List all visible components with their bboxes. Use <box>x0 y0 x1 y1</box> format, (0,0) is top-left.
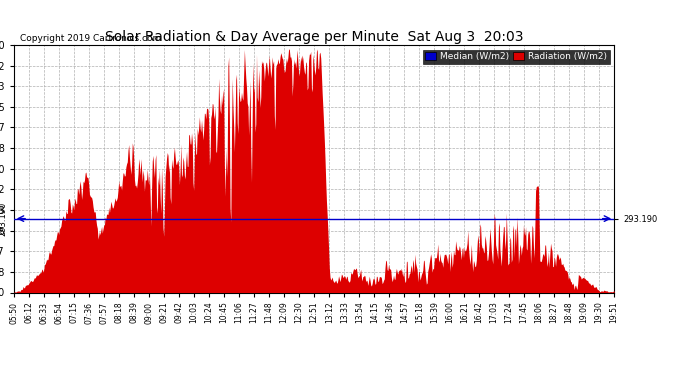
Title: Solar Radiation & Day Average per Minute  Sat Aug 3  20:03: Solar Radiation & Day Average per Minute… <box>105 30 523 44</box>
Legend: Median (W/m2), Radiation (W/m2): Median (W/m2), Radiation (W/m2) <box>423 50 609 64</box>
Text: 293.190: 293.190 <box>0 201 8 236</box>
Text: Copyright 2019 Cartronics.com: Copyright 2019 Cartronics.com <box>20 33 161 42</box>
